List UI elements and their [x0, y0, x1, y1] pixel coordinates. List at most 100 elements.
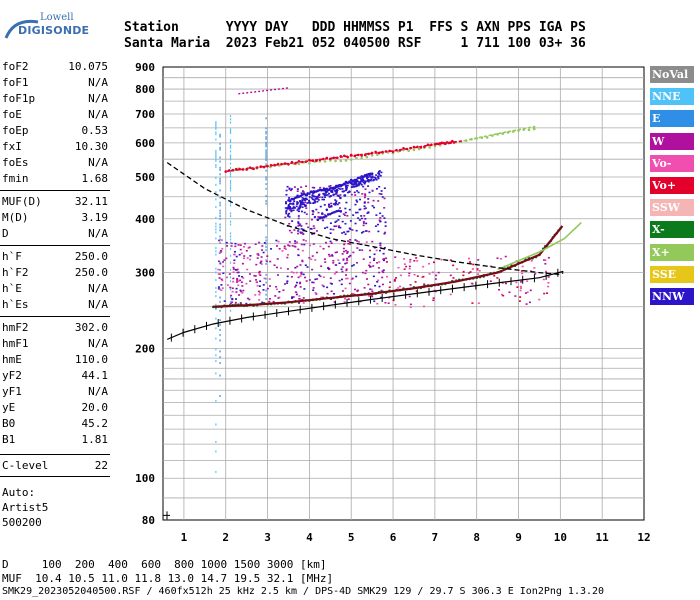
echo-point — [296, 265, 299, 268]
echo-point — [311, 268, 314, 271]
echo-point — [384, 231, 387, 234]
param-label: fmin — [2, 172, 29, 185]
echo-point — [248, 246, 251, 249]
echo-point — [288, 229, 291, 232]
echo-point — [219, 300, 221, 303]
echo-point — [318, 196, 321, 198]
echo-point — [368, 230, 371, 233]
echo-point — [215, 228, 217, 231]
echo-point — [219, 133, 221, 136]
x-tick-label: 12 — [637, 531, 650, 544]
echo-point — [215, 163, 217, 166]
x-tick-label: 10 — [554, 531, 567, 544]
echo-point — [229, 146, 232, 149]
param-row-foe: foE N/A — [2, 108, 108, 124]
echo-point — [265, 149, 267, 152]
echo-point — [334, 190, 337, 192]
echo-point — [334, 264, 337, 266]
echo-point — [236, 279, 239, 281]
echo-point — [232, 280, 235, 283]
param-row-foes: foEs N/A — [2, 156, 108, 172]
echo-point — [269, 285, 272, 287]
echo-point — [312, 289, 315, 292]
echo-point — [452, 264, 455, 267]
echo-point — [403, 263, 406, 265]
echo-point — [219, 226, 221, 229]
echo-point — [428, 262, 431, 265]
echo-point — [352, 264, 355, 266]
echo-point — [467, 257, 470, 260]
echo-point — [286, 282, 289, 284]
echo-point — [377, 177, 380, 180]
echo-point — [229, 254, 232, 257]
echo-point — [336, 194, 339, 197]
echo-point — [297, 222, 300, 225]
echo-point — [378, 285, 381, 288]
echo-point — [220, 278, 223, 281]
echo-point — [315, 208, 318, 211]
echo-point — [246, 297, 249, 300]
echo-point — [277, 240, 280, 243]
echo-point — [268, 298, 271, 300]
echo-point — [315, 230, 318, 232]
series-point — [339, 196, 342, 200]
echo-point — [521, 265, 524, 268]
echo-point — [363, 196, 366, 199]
echo-point — [360, 184, 363, 186]
echo-point — [243, 245, 246, 248]
echo-point — [265, 151, 267, 154]
param-row-he: h`E N/A — [2, 282, 108, 298]
echo-point — [255, 263, 258, 266]
virtual-height-curve — [166, 162, 564, 276]
echo-point — [345, 274, 348, 276]
series-point — [355, 156, 358, 160]
echo-point — [379, 217, 382, 219]
echo-point — [323, 204, 326, 206]
echo-point — [462, 274, 465, 277]
echo-point — [339, 188, 342, 190]
echo-point — [329, 185, 332, 187]
echo-point — [265, 183, 267, 186]
echo-point — [324, 192, 327, 194]
echo-point — [372, 179, 375, 182]
echo-point — [359, 208, 362, 211]
echo-point — [312, 281, 315, 284]
echo-point — [378, 261, 381, 263]
echo-point — [344, 184, 347, 186]
echo-point — [286, 185, 289, 188]
series-point — [308, 158, 311, 162]
echo-point — [379, 244, 382, 247]
echo-point — [220, 249, 223, 252]
echo-point — [335, 251, 338, 253]
echo-point — [409, 261, 412, 263]
echo-point — [215, 190, 217, 193]
footer-muf-row: MUF 10.4 10.5 11.0 11.8 13.0 14.7 19.5 3… — [2, 572, 334, 585]
echo-point — [283, 245, 286, 248]
echo-point — [219, 148, 221, 151]
echo-point — [397, 266, 400, 269]
echo-point — [305, 222, 308, 225]
echo-point — [288, 216, 291, 218]
legend-item-vo: Vo+ — [650, 177, 694, 194]
echo-point — [326, 292, 329, 295]
echo-point — [308, 199, 311, 202]
echo-point — [229, 175, 232, 178]
echo-point — [316, 278, 319, 280]
echo-point — [293, 207, 296, 209]
echo-point — [327, 267, 330, 270]
echo-point — [246, 257, 249, 259]
echo-point — [220, 239, 223, 241]
echo-point — [238, 294, 241, 296]
echo-point — [413, 273, 416, 276]
echo-point — [232, 268, 235, 270]
echo-point — [345, 262, 348, 264]
param-row-yf2: yF2 44.1 — [2, 369, 108, 385]
series-point — [344, 159, 348, 162]
echo-point — [219, 166, 221, 169]
echo-point — [229, 241, 232, 244]
echo-point — [261, 245, 264, 247]
echo-point — [379, 212, 382, 215]
param-separator — [0, 316, 110, 317]
echo-point — [319, 245, 322, 248]
echo-point — [546, 292, 549, 294]
